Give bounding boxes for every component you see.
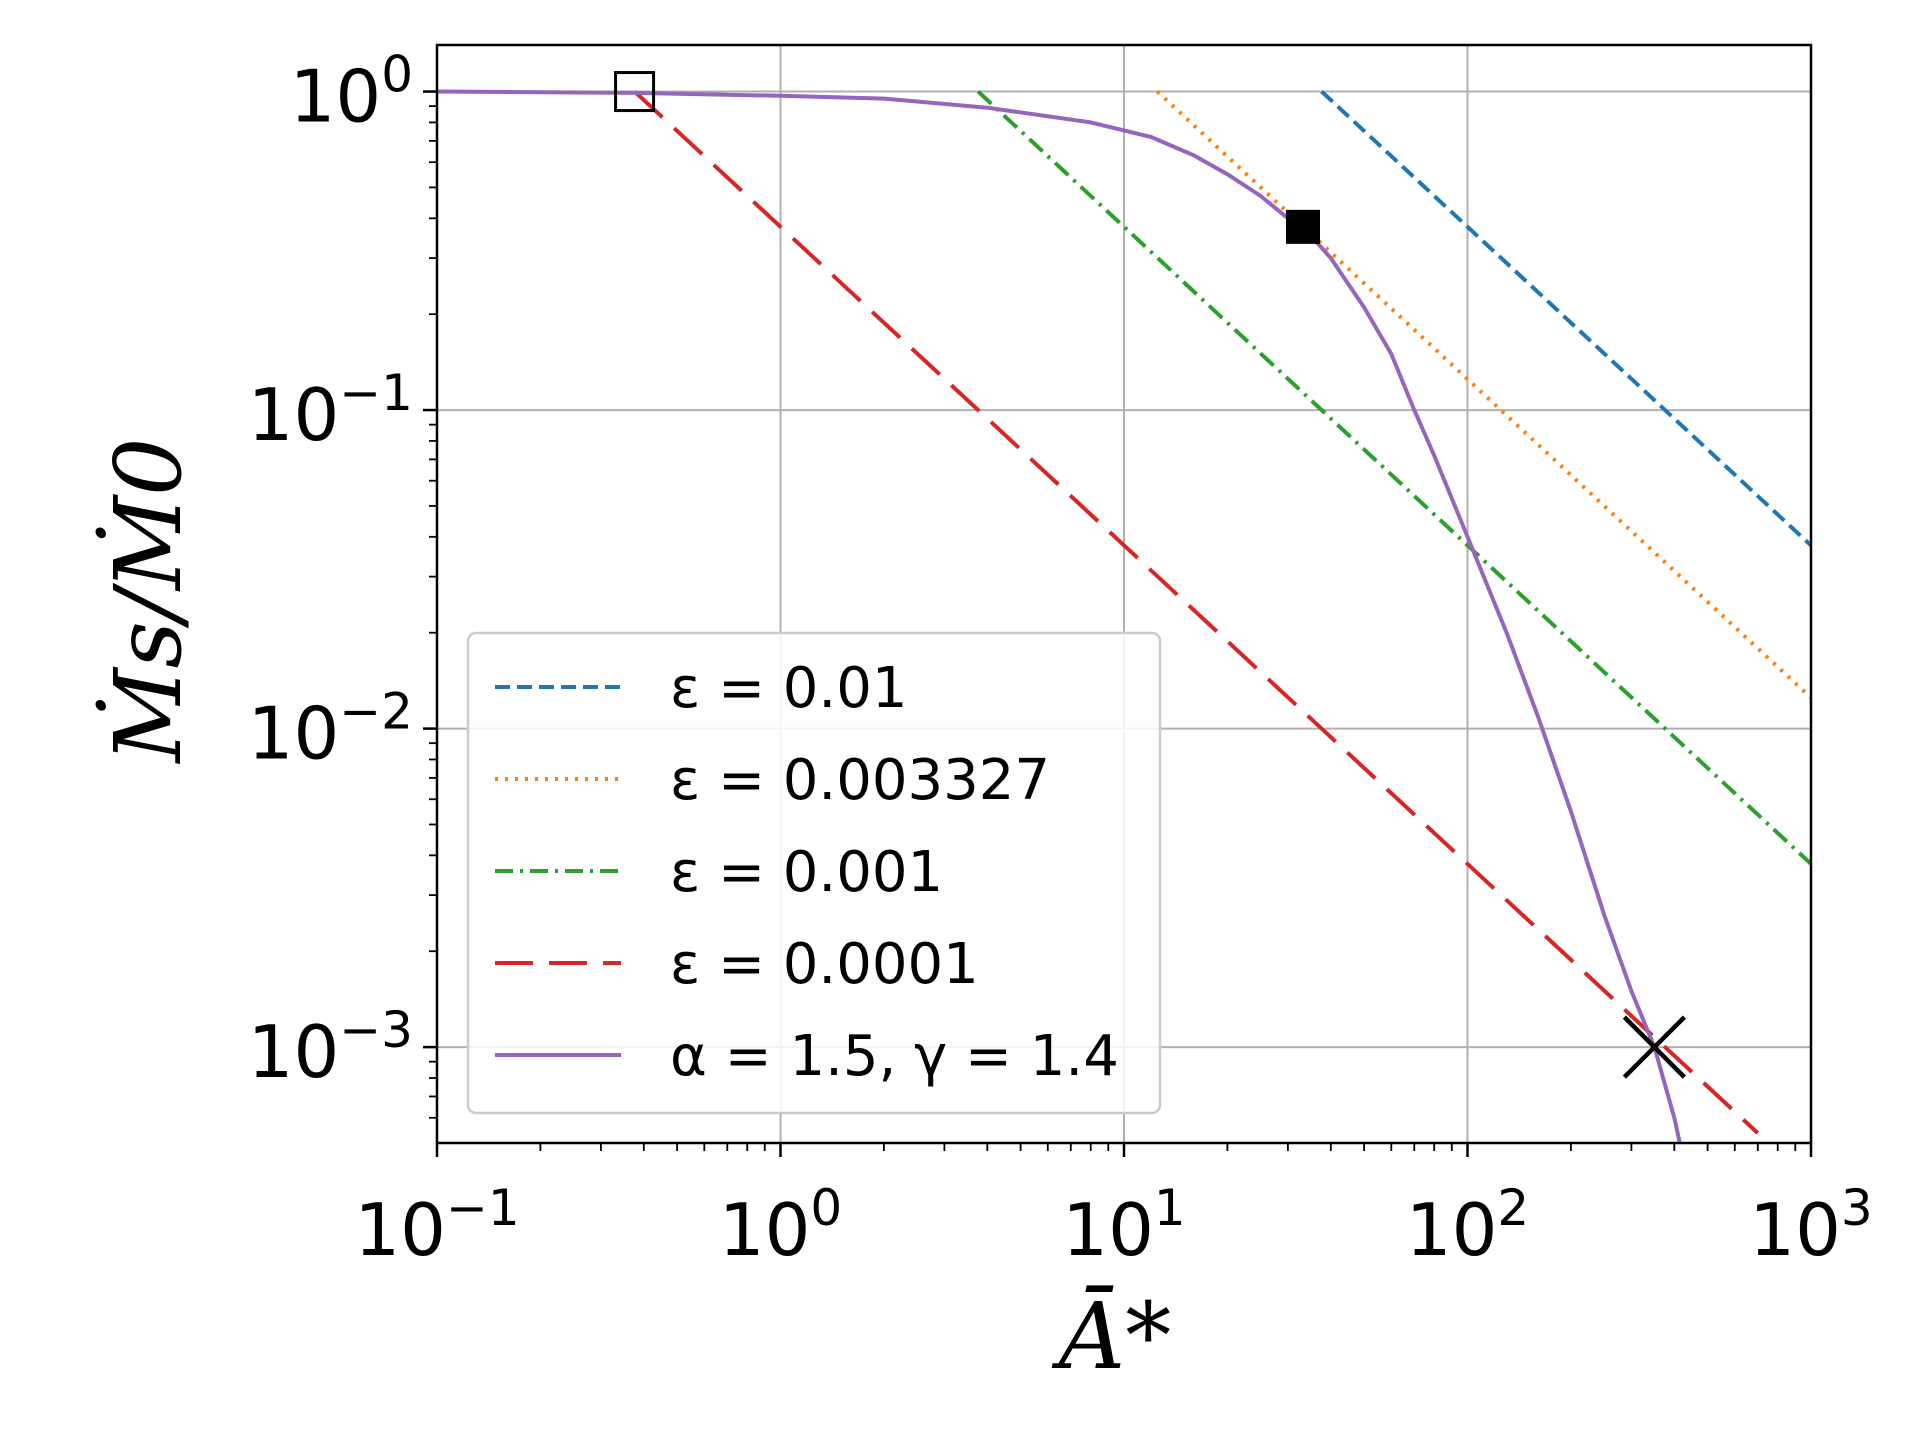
marker-x — [1622, 1015, 1686, 1079]
x-tick-label: 101 — [1062, 1179, 1185, 1272]
x-tick-label: 100 — [719, 1179, 842, 1272]
legend-label-1: ε = 0.01 — [670, 656, 907, 721]
x-tick-label: 103 — [1749, 1179, 1872, 1272]
x-tick-label: 10−1 — [354, 1179, 519, 1272]
legend-label-5: α = 1.5, γ = 1.4 — [670, 1024, 1119, 1089]
y-tick-label: 10−1 — [248, 364, 413, 457]
y-tick-label: 10−3 — [248, 1001, 413, 1094]
marker-filled-square — [1286, 209, 1321, 244]
markers-layer — [614, 71, 1686, 1079]
tick-labels: 10−1 100 101 102 103 100 10−1 10−2 10−3 — [248, 46, 1873, 1272]
legend-label-2: ε = 0.003327 — [670, 748, 1050, 813]
marker-open-square — [614, 71, 656, 113]
series-line-2 — [1155, 90, 1811, 700]
series-line-5 — [437, 89, 1682, 1143]
y-tick-label: 100 — [290, 46, 413, 139]
major-ticks — [423, 90, 1813, 1157]
legend: ε = 0.01 ε = 0.003327 ε = 0.001 ε = 0.0001 α… — [466, 631, 1162, 1115]
series-line-4 — [633, 90, 1760, 1135]
x-tick-label: 102 — [1406, 1179, 1529, 1272]
series-layer — [437, 89, 1811, 1143]
plot-frame — [435, 43, 1813, 1145]
legend-label-4: ε = 0.0001 — [670, 932, 979, 997]
y-tick-label: 10−2 — [248, 683, 413, 776]
legend-box — [466, 631, 1162, 1115]
series-line-3 — [976, 90, 1811, 866]
x-axis-label: Ā* — [1051, 1283, 1171, 1390]
series-line-1 — [1320, 90, 1811, 547]
legend-label-3: ε = 0.001 — [670, 840, 943, 905]
y-axis-label: Ṁs/Ṁ0 — [95, 437, 202, 764]
minor-ticks — [429, 105, 1797, 1151]
